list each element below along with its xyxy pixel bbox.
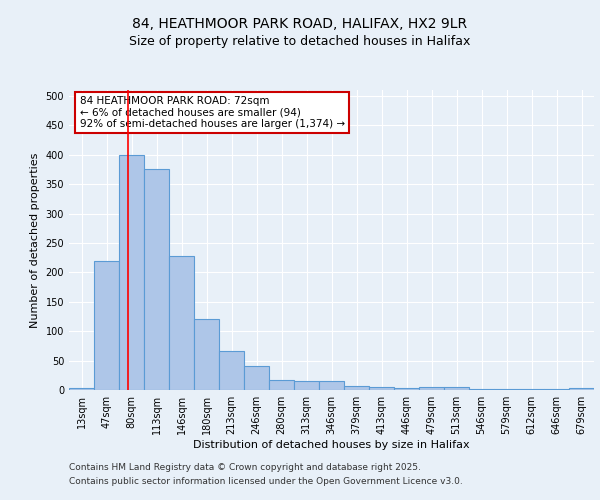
Bar xyxy=(94,260,119,390)
Bar xyxy=(444,387,469,390)
Bar xyxy=(69,388,94,390)
Bar xyxy=(294,381,319,390)
Bar xyxy=(344,386,369,390)
Text: 84, HEATHMOOR PARK ROAD, HALIFAX, HX2 9LR: 84, HEATHMOOR PARK ROAD, HALIFAX, HX2 9L… xyxy=(133,18,467,32)
Text: Size of property relative to detached houses in Halifax: Size of property relative to detached ho… xyxy=(130,35,470,48)
Bar xyxy=(269,380,294,390)
X-axis label: Distribution of detached houses by size in Halifax: Distribution of detached houses by size … xyxy=(193,440,470,450)
Text: 84 HEATHMOOR PARK ROAD: 72sqm
← 6% of detached houses are smaller (94)
92% of se: 84 HEATHMOOR PARK ROAD: 72sqm ← 6% of de… xyxy=(79,96,344,129)
Bar xyxy=(244,366,269,390)
Bar xyxy=(194,320,219,390)
Y-axis label: Number of detached properties: Number of detached properties xyxy=(30,152,40,328)
Bar xyxy=(119,154,144,390)
Text: Contains public sector information licensed under the Open Government Licence v3: Contains public sector information licen… xyxy=(69,478,463,486)
Bar xyxy=(419,387,444,390)
Bar xyxy=(169,256,194,390)
Text: Contains HM Land Registry data © Crown copyright and database right 2025.: Contains HM Land Registry data © Crown c… xyxy=(69,462,421,471)
Bar xyxy=(144,170,169,390)
Bar xyxy=(319,381,344,390)
Bar xyxy=(394,388,419,390)
Bar xyxy=(369,387,394,390)
Bar xyxy=(219,350,244,390)
Bar xyxy=(569,388,594,390)
